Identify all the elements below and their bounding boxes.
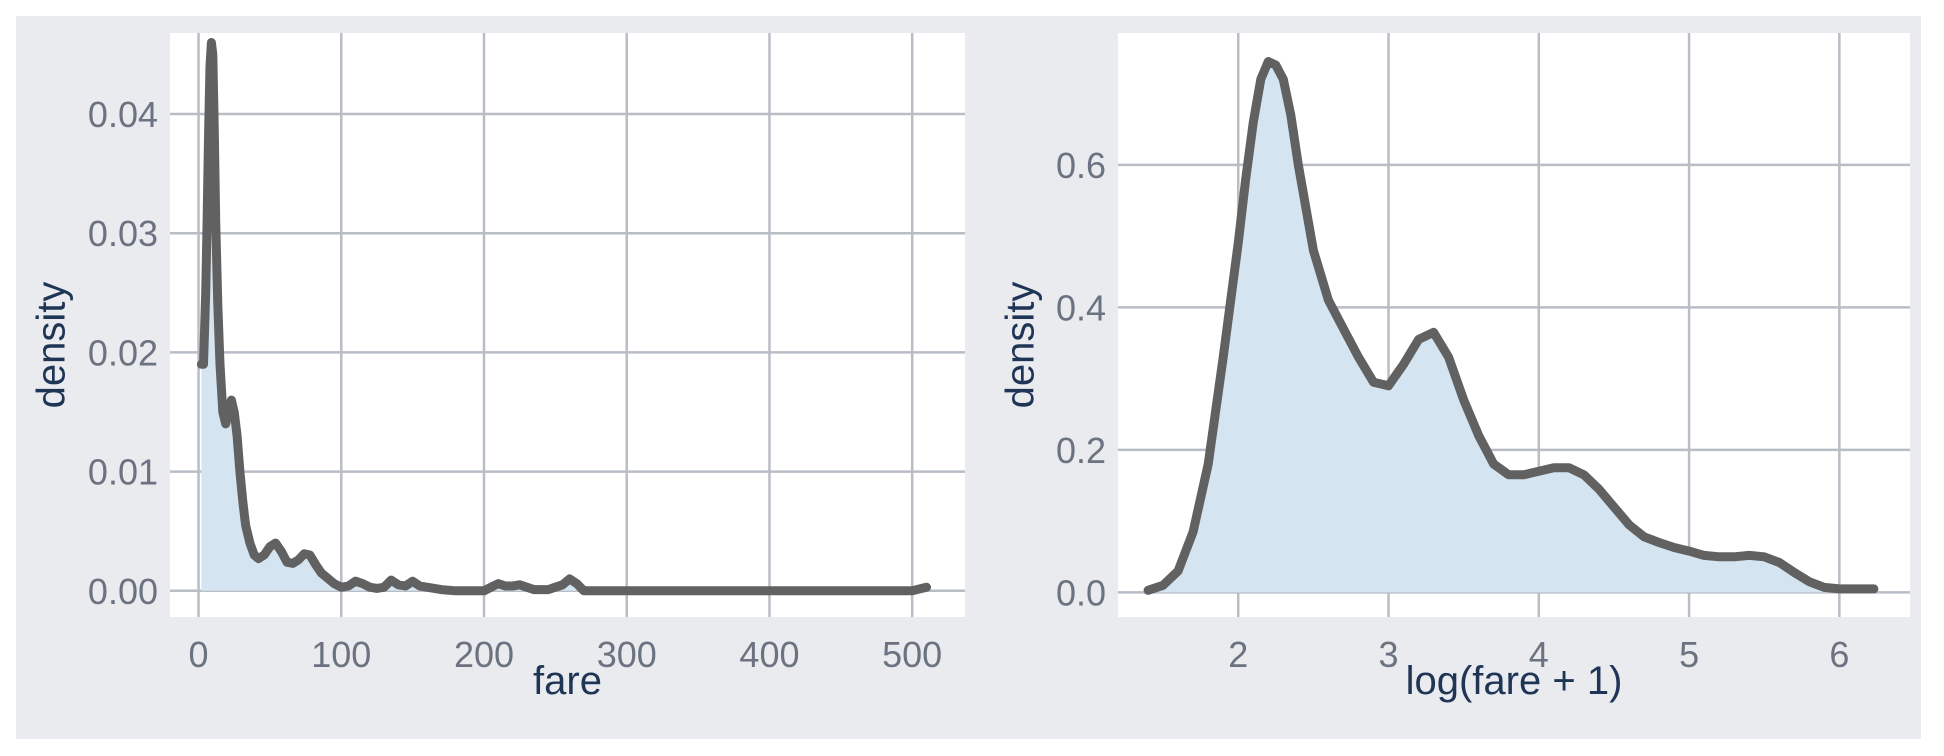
plot-area — [170, 33, 965, 617]
x-axis-title: fare — [533, 659, 602, 703]
x-tick-label: 500 — [882, 634, 942, 675]
chart-panel-1: 0 100 200 300 400 500 0.00 0.01 0.02 0.03 0.04 fare… — [30, 33, 965, 703]
density-line — [1143, 57, 1879, 595]
x-tick-label: 100 — [311, 634, 371, 675]
y-tick-label: 0.2 — [1056, 430, 1106, 471]
x-tick-label: 300 — [597, 634, 657, 675]
x-tick-label: 3 — [1378, 634, 1398, 675]
y-tick-label: 0.0 — [1056, 572, 1106, 613]
x-tick-label: 0 — [189, 634, 209, 675]
y-tick-label: 0.03 — [88, 213, 158, 254]
y-tick-label: 0.04 — [88, 94, 158, 135]
y-tick-label: 0.02 — [88, 332, 158, 373]
figure-svg: 0 100 200 300 400 5000.000.010.020.030.04fare… — [30, 33, 1910, 703]
x-tick-label: 4 — [1529, 634, 1549, 675]
density-line — [196, 38, 931, 596]
chart-panel-2: 2 3 4 5 6 0.0 0.2 0.4 0.6 log(fare + 1) density — [999, 33, 1910, 703]
figure-background: 0 100 200 300 400 500 0.00 0.01 0.02 0.03 0.04 fare… — [16, 16, 1921, 739]
y-axis-title: density — [999, 282, 1043, 409]
y-tick-label: 0.6 — [1056, 145, 1106, 186]
x-axis-title: log(fare + 1) — [1406, 659, 1623, 703]
x-tick-label: 5 — [1679, 634, 1699, 675]
y-tick-label: 0.4 — [1056, 287, 1106, 328]
y-axis-title: density — [30, 282, 74, 409]
x-tick-label: 400 — [739, 634, 799, 675]
x-tick-label: 200 — [454, 634, 514, 675]
x-tick-label: 6 — [1829, 634, 1849, 675]
x-tick-label: 2 — [1228, 634, 1248, 675]
density-area — [1148, 61, 1874, 593]
y-tick-label: 0.00 — [88, 571, 158, 612]
y-tick-label: 0.01 — [88, 452, 158, 493]
